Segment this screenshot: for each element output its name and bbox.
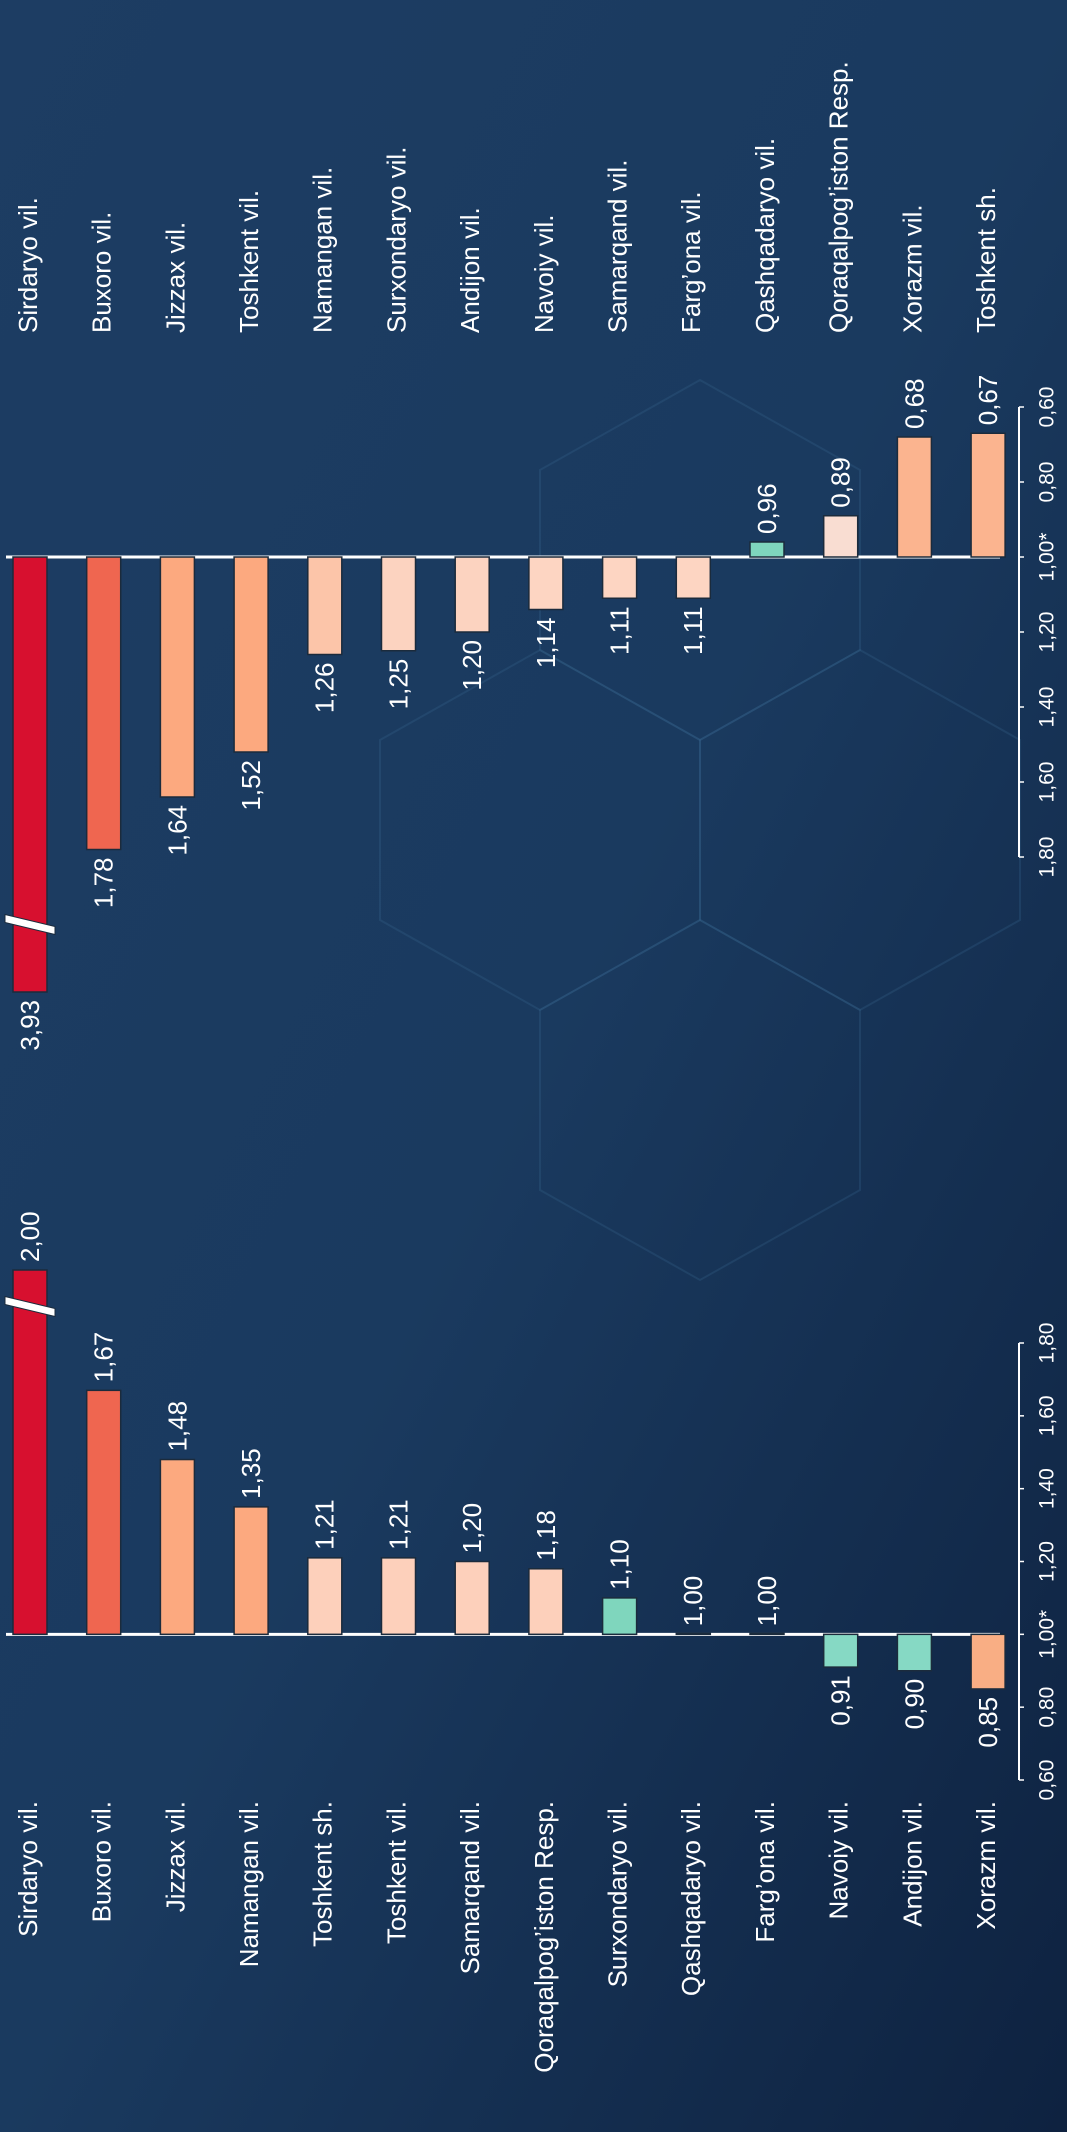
bar: [455, 1562, 489, 1635]
category-label: Qoraqalpog’iston Resp.: [529, 1801, 559, 2073]
category-label: Toshkent vil.: [234, 190, 264, 333]
category-label: Buxoro vil.: [87, 1801, 117, 1922]
tick-label: 1,60: [1036, 1395, 1059, 1436]
bar: [308, 557, 342, 655]
bar: [160, 557, 194, 797]
bar: [676, 557, 710, 598]
bar: [234, 557, 268, 752]
category-label: Buxoro vil.: [87, 212, 117, 333]
value-label: 1,35: [236, 1448, 266, 1499]
value-label: 1,67: [89, 1332, 119, 1383]
category-label: Jizzax vil.: [160, 1801, 190, 1912]
value-label: 0,91: [826, 1675, 856, 1726]
tick-label: 0,60: [1036, 1760, 1059, 1801]
category-label: Qoraqalpog’iston Resp.: [824, 61, 854, 333]
bar: [13, 1270, 47, 1634]
value-label: 1,21: [310, 1499, 340, 1550]
tick-label: 0,60: [1036, 387, 1059, 428]
category-label: Qashqadaryo vil.: [676, 1801, 706, 1996]
category-label: Jizzax vil.: [160, 222, 190, 333]
bar: [676, 1633, 710, 1634]
bar: [382, 557, 416, 651]
bar: [529, 1569, 563, 1635]
bar: [897, 437, 931, 557]
tick-label: 1,80: [1036, 1323, 1059, 1364]
value-label: 1,18: [531, 1510, 561, 1561]
category-label: Xorazm vil.: [971, 1801, 1001, 1930]
bar: [897, 1634, 931, 1670]
tick-label: 1,20: [1036, 1541, 1059, 1582]
tick-label: 1,80: [1036, 837, 1059, 878]
category-label: Surxondaryo vil.: [381, 147, 411, 333]
value-label: 1,26: [310, 663, 340, 714]
value-label: 1,78: [89, 858, 119, 909]
tick-label: 1,40: [1036, 687, 1059, 728]
value-label: 1,14: [531, 618, 561, 669]
bar: [87, 557, 121, 850]
value-label: 2,00: [15, 1211, 45, 1262]
bar: [750, 542, 784, 557]
value-label: 1,10: [604, 1539, 634, 1590]
tick-label: 1,00*: [1036, 1610, 1059, 1659]
value-label: 1,11: [678, 606, 708, 655]
category-label: Samarqand vil.: [602, 160, 632, 333]
category-label: Samarqand vil.: [455, 1801, 485, 1974]
category-label: Toshkent sh.: [971, 187, 1001, 333]
value-label: 1,52: [236, 760, 266, 811]
category-label: Qashqadaryo vil.: [750, 138, 780, 333]
category-label: Toshkent vil.: [381, 1801, 411, 1944]
bar: [87, 1390, 121, 1634]
category-label: Navoiy vil.: [529, 215, 559, 333]
bar: [971, 433, 1005, 557]
category-label: Toshkent sh.: [308, 1801, 338, 1947]
value-label: 1,64: [162, 805, 192, 856]
value-label: 1,20: [457, 640, 487, 691]
value-label: 1,00: [752, 1576, 782, 1627]
bar: [529, 557, 563, 610]
value-label: 0,96: [752, 483, 782, 534]
category-label: Namangan vil.: [234, 1801, 264, 1967]
bar: [382, 1558, 416, 1634]
value-label: 0,85: [973, 1697, 1003, 1748]
category-label: Sirdaryo vil.: [13, 1801, 43, 1937]
bar: [455, 557, 489, 632]
tick-label: 0,80: [1036, 462, 1059, 503]
bar: [234, 1507, 268, 1634]
bar: [971, 1634, 1005, 1689]
value-label: 1,21: [383, 1499, 413, 1550]
bar: [824, 516, 858, 557]
tick-label: 1,60: [1036, 762, 1059, 803]
category-label: Xorazm vil.: [897, 204, 927, 333]
value-label: 0,67: [973, 375, 1003, 426]
bar: [750, 1633, 784, 1634]
value-label: 3,93: [15, 1000, 45, 1051]
category-label: Surxondaryo vil.: [602, 1801, 632, 1987]
bar: [824, 1634, 858, 1667]
category-label: Farg’ona vil.: [676, 191, 706, 333]
category-label: Farg’ona vil.: [750, 1801, 780, 1943]
tick-label: 1,00*: [1036, 532, 1059, 581]
value-label: 1,20: [457, 1503, 487, 1554]
bar: [603, 557, 637, 598]
value-label: 0,90: [899, 1679, 929, 1730]
value-label: 1,25: [383, 659, 413, 710]
category-label: Sirdaryo vil.: [13, 197, 43, 333]
value-label: 0,89: [826, 457, 856, 508]
category-label: Andijon vil.: [455, 207, 485, 333]
bar: [160, 1460, 194, 1635]
category-label: Namangan vil.: [308, 167, 338, 333]
bar: [603, 1598, 637, 1634]
value-label: 0,68: [899, 378, 929, 429]
tick-label: 1,40: [1036, 1468, 1059, 1509]
bar: [308, 1558, 342, 1634]
tick-label: 1,20: [1036, 612, 1059, 653]
category-label: Navoiy vil.: [824, 1801, 854, 1919]
chart: 0,60 0,80 1,00* 1,20 1,40 1,60 1,80 Sirdaryo vi…: [0, 0, 1067, 2132]
value-label: 1,00: [678, 1576, 708, 1627]
value-label: 1,11: [604, 606, 634, 655]
value-label: 1,48: [162, 1401, 192, 1452]
category-label: Andijon vil.: [897, 1801, 927, 1927]
tick-label: 0,80: [1036, 1687, 1059, 1728]
